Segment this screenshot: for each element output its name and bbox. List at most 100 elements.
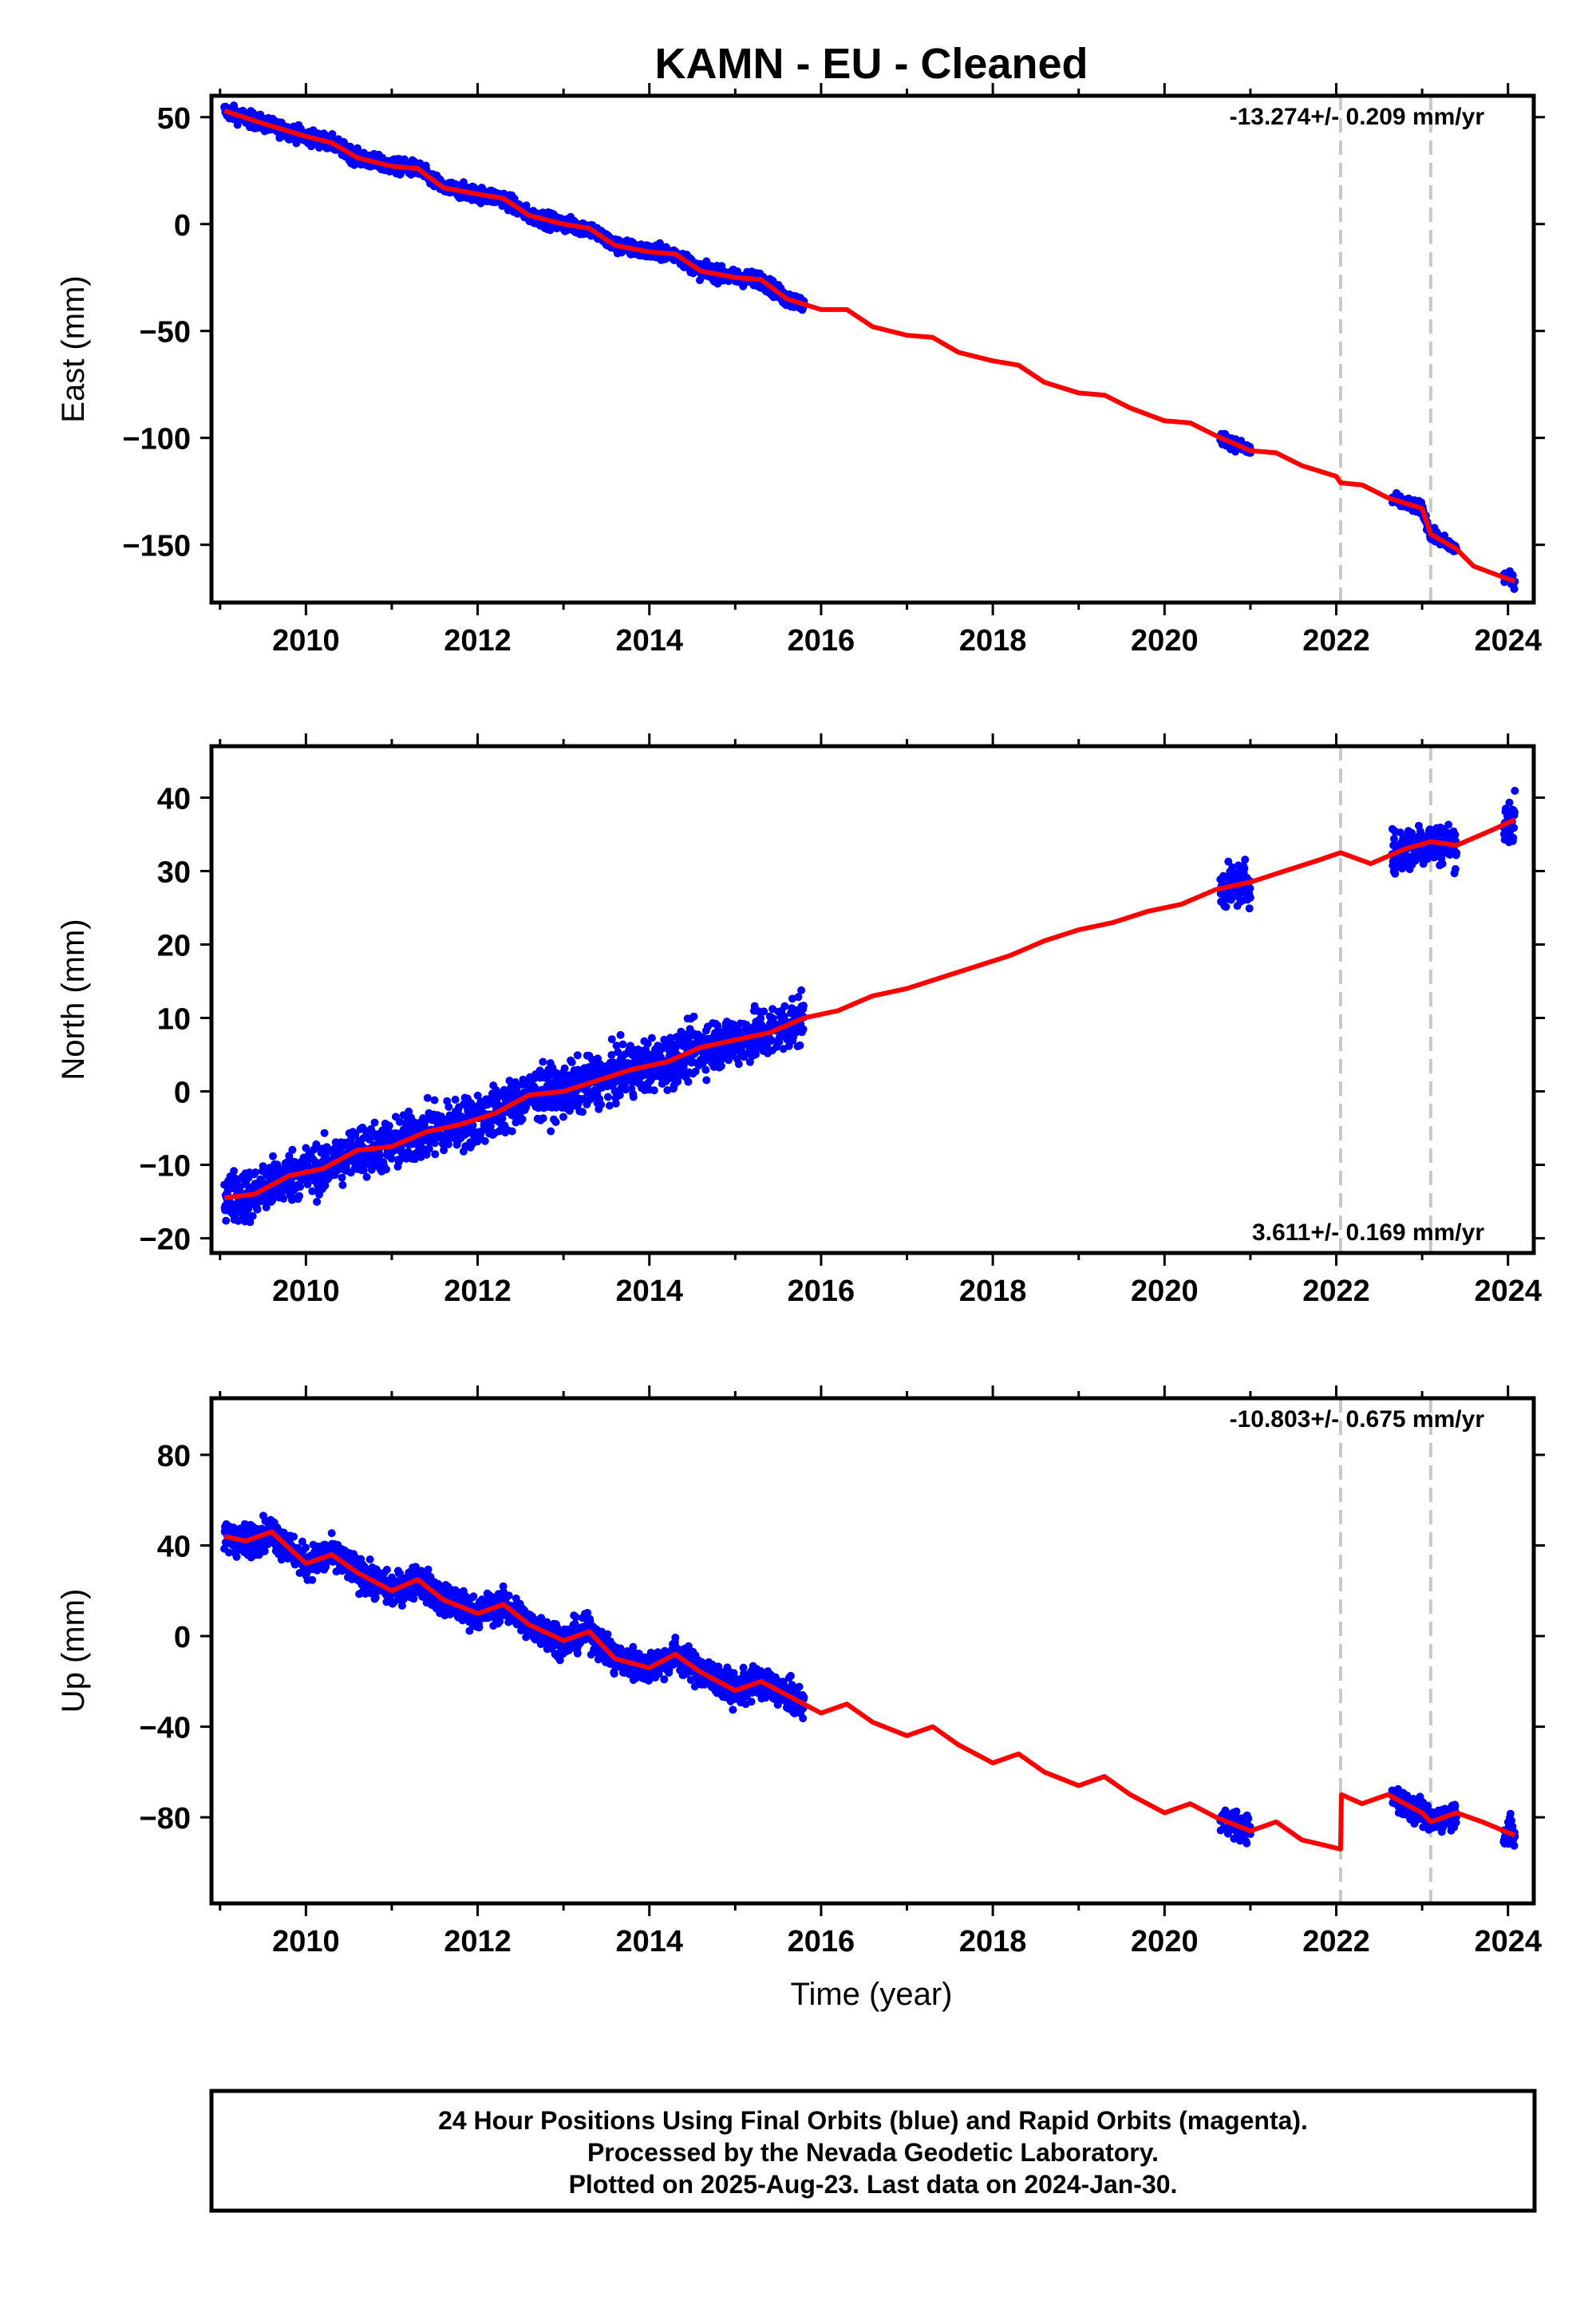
data-point (1240, 864, 1249, 873)
data-point (780, 1002, 789, 1010)
data-point (232, 1552, 241, 1561)
data-point (1508, 571, 1517, 579)
x-tick-label: 2022 (1302, 624, 1370, 658)
data-point (607, 1051, 616, 1059)
x-tick-label: 2024 (1474, 1275, 1542, 1308)
data-point (473, 1091, 482, 1100)
data-point (486, 1122, 495, 1131)
y-tick-label: 0 (174, 209, 191, 243)
data-point (251, 1168, 260, 1176)
y-tick-label: 40 (157, 782, 191, 816)
data-point (518, 1115, 527, 1124)
data-point (597, 1101, 606, 1109)
data-point (262, 1203, 271, 1211)
data-point (605, 1101, 614, 1110)
data-point (302, 1543, 310, 1552)
data-point (508, 1127, 516, 1136)
y-tick-label: −150 (122, 530, 191, 563)
data-point (321, 1181, 330, 1190)
data-point (346, 142, 354, 151)
data-point (800, 1002, 808, 1010)
data-point (799, 1025, 808, 1034)
data-point (308, 1575, 317, 1584)
x-tick-label: 2012 (444, 1275, 512, 1308)
data-point (560, 1064, 569, 1073)
x-tick-label: 2014 (615, 624, 683, 658)
data-point (734, 1060, 743, 1069)
x-tick-label: 2010 (272, 1275, 340, 1308)
y-tick-label: 50 (157, 102, 191, 136)
data-point (430, 1096, 439, 1105)
data-point (397, 1602, 406, 1610)
data-point (444, 1140, 452, 1148)
data-point (424, 1565, 433, 1574)
data-point (253, 1205, 262, 1214)
data-point (295, 1192, 304, 1200)
data-point (796, 1041, 804, 1049)
data-point (382, 1565, 391, 1574)
data-point (573, 1051, 582, 1060)
x-tick-label: 2010 (272, 624, 340, 658)
data-point (288, 1145, 297, 1154)
data-point (1452, 848, 1461, 857)
x-tick-label: 2024 (1474, 624, 1542, 658)
data-point (224, 1548, 233, 1557)
data-point (322, 1148, 331, 1156)
data-point (1224, 857, 1233, 866)
data-point (689, 1012, 698, 1021)
data-point (1396, 828, 1404, 837)
data-point (702, 1076, 711, 1085)
data-point (750, 1002, 759, 1010)
data-point (431, 1150, 440, 1159)
x-tick-label: 2022 (1302, 1275, 1370, 1308)
data-point (603, 1093, 612, 1101)
data-point (1246, 893, 1254, 902)
data-point (643, 1039, 652, 1048)
model-line (223, 108, 1516, 584)
data-point (1241, 856, 1250, 864)
x-tick-label: 2014 (615, 1275, 683, 1308)
rate-label: -13.274+/- 0.209 mm/yr (1230, 104, 1485, 130)
x-tick-label: 2018 (959, 1275, 1027, 1308)
data-point (794, 993, 803, 1002)
data-point (1510, 585, 1519, 593)
y-tick-label: −100 (122, 423, 191, 456)
data-point (328, 130, 337, 138)
data-point (629, 1093, 638, 1101)
data-point (539, 1114, 547, 1123)
data-point (440, 1146, 448, 1155)
data-point (663, 1086, 672, 1094)
data-point (797, 986, 806, 994)
data-point (338, 1180, 347, 1189)
data-point (1444, 820, 1453, 829)
data-point (611, 1099, 620, 1108)
data-point (371, 1593, 380, 1602)
data-point (717, 1061, 725, 1070)
y-tick-label: −50 (140, 316, 191, 350)
x-tick-label: 2020 (1131, 624, 1199, 658)
data-point (1505, 798, 1514, 807)
data-point (1390, 835, 1398, 843)
data-point (1451, 830, 1460, 839)
data-point (423, 1093, 432, 1102)
data-point (579, 1108, 587, 1117)
y-tick-label: 0 (174, 1077, 191, 1110)
data-point (259, 1162, 267, 1171)
data-point (1245, 904, 1254, 913)
data-point (405, 1107, 413, 1116)
data-point (607, 1035, 616, 1044)
data-point (547, 1127, 555, 1136)
data-point (691, 1067, 700, 1076)
data-points (220, 1512, 1519, 1850)
data-point (279, 1528, 288, 1537)
data-point (230, 1167, 239, 1176)
data-point (269, 1152, 277, 1160)
rate-label: 3.611+/- 0.169 mm/yr (1252, 1219, 1484, 1246)
data-point (615, 1091, 624, 1100)
data-point (612, 1041, 621, 1050)
data-point (616, 1030, 625, 1039)
data-point (1246, 884, 1254, 892)
data-point (327, 1529, 336, 1538)
x-tick-label: 2012 (444, 624, 512, 658)
